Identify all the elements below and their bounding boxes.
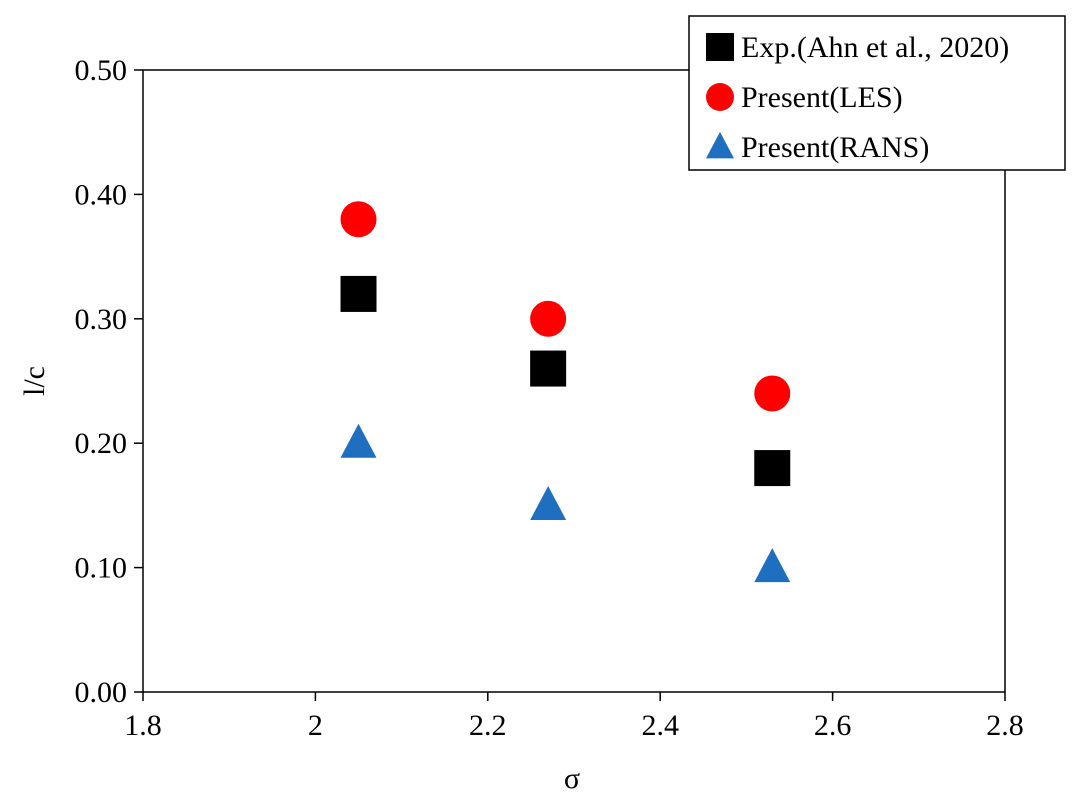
square-point: [340, 275, 377, 312]
y-tick-label: 0.10: [75, 552, 128, 585]
y-tick-label: 0.00: [75, 676, 128, 709]
axes: 1.8 2 2.2 2.4 2.6 2.8 0.00 0.10 0.20 0.30 0.40 0.50…: [18, 54, 1024, 795]
legend-square-icon: [706, 33, 734, 61]
legend: Exp.(Ahn et al., 2020) Present(LES) Presen…: [688, 15, 1066, 171]
triangle-point: [340, 423, 377, 458]
data-points: [340, 201, 791, 583]
legend-circle-icon: [706, 83, 734, 111]
square-point: [530, 350, 567, 387]
x-tick-label: 2: [308, 709, 323, 742]
plot-frame: [142, 69, 1006, 693]
x-tick-label: 2.4: [641, 709, 679, 742]
x-tick-label: 2.2: [469, 709, 507, 742]
x-tick-label: 2.6: [814, 709, 852, 742]
y-axis-label: l/c: [18, 366, 51, 396]
legend-box: [688, 15, 1066, 171]
legend-triangle-icon: [706, 131, 734, 159]
triangle-point: [754, 548, 791, 583]
x-tick-label: 1.8: [124, 709, 162, 742]
circle-point: [530, 300, 567, 337]
y-tick-label: 0.30: [75, 303, 128, 336]
y-tick-label: 0.40: [75, 178, 128, 211]
legend-label: Exp.(Ahn et al., 2020): [741, 31, 1009, 64]
circle-point: [340, 201, 377, 238]
x-axis-label: σ: [564, 762, 580, 795]
y-tick-label: 0.20: [75, 427, 128, 460]
legend-label: Present(RANS): [741, 131, 929, 164]
y-tick-label: 0.50: [75, 54, 128, 87]
triangle-point: [530, 485, 567, 520]
square-point: [754, 450, 791, 487]
legend-label: Present(LES): [741, 81, 903, 114]
circle-point: [754, 375, 791, 412]
x-tick-label: 2.8: [986, 709, 1024, 742]
